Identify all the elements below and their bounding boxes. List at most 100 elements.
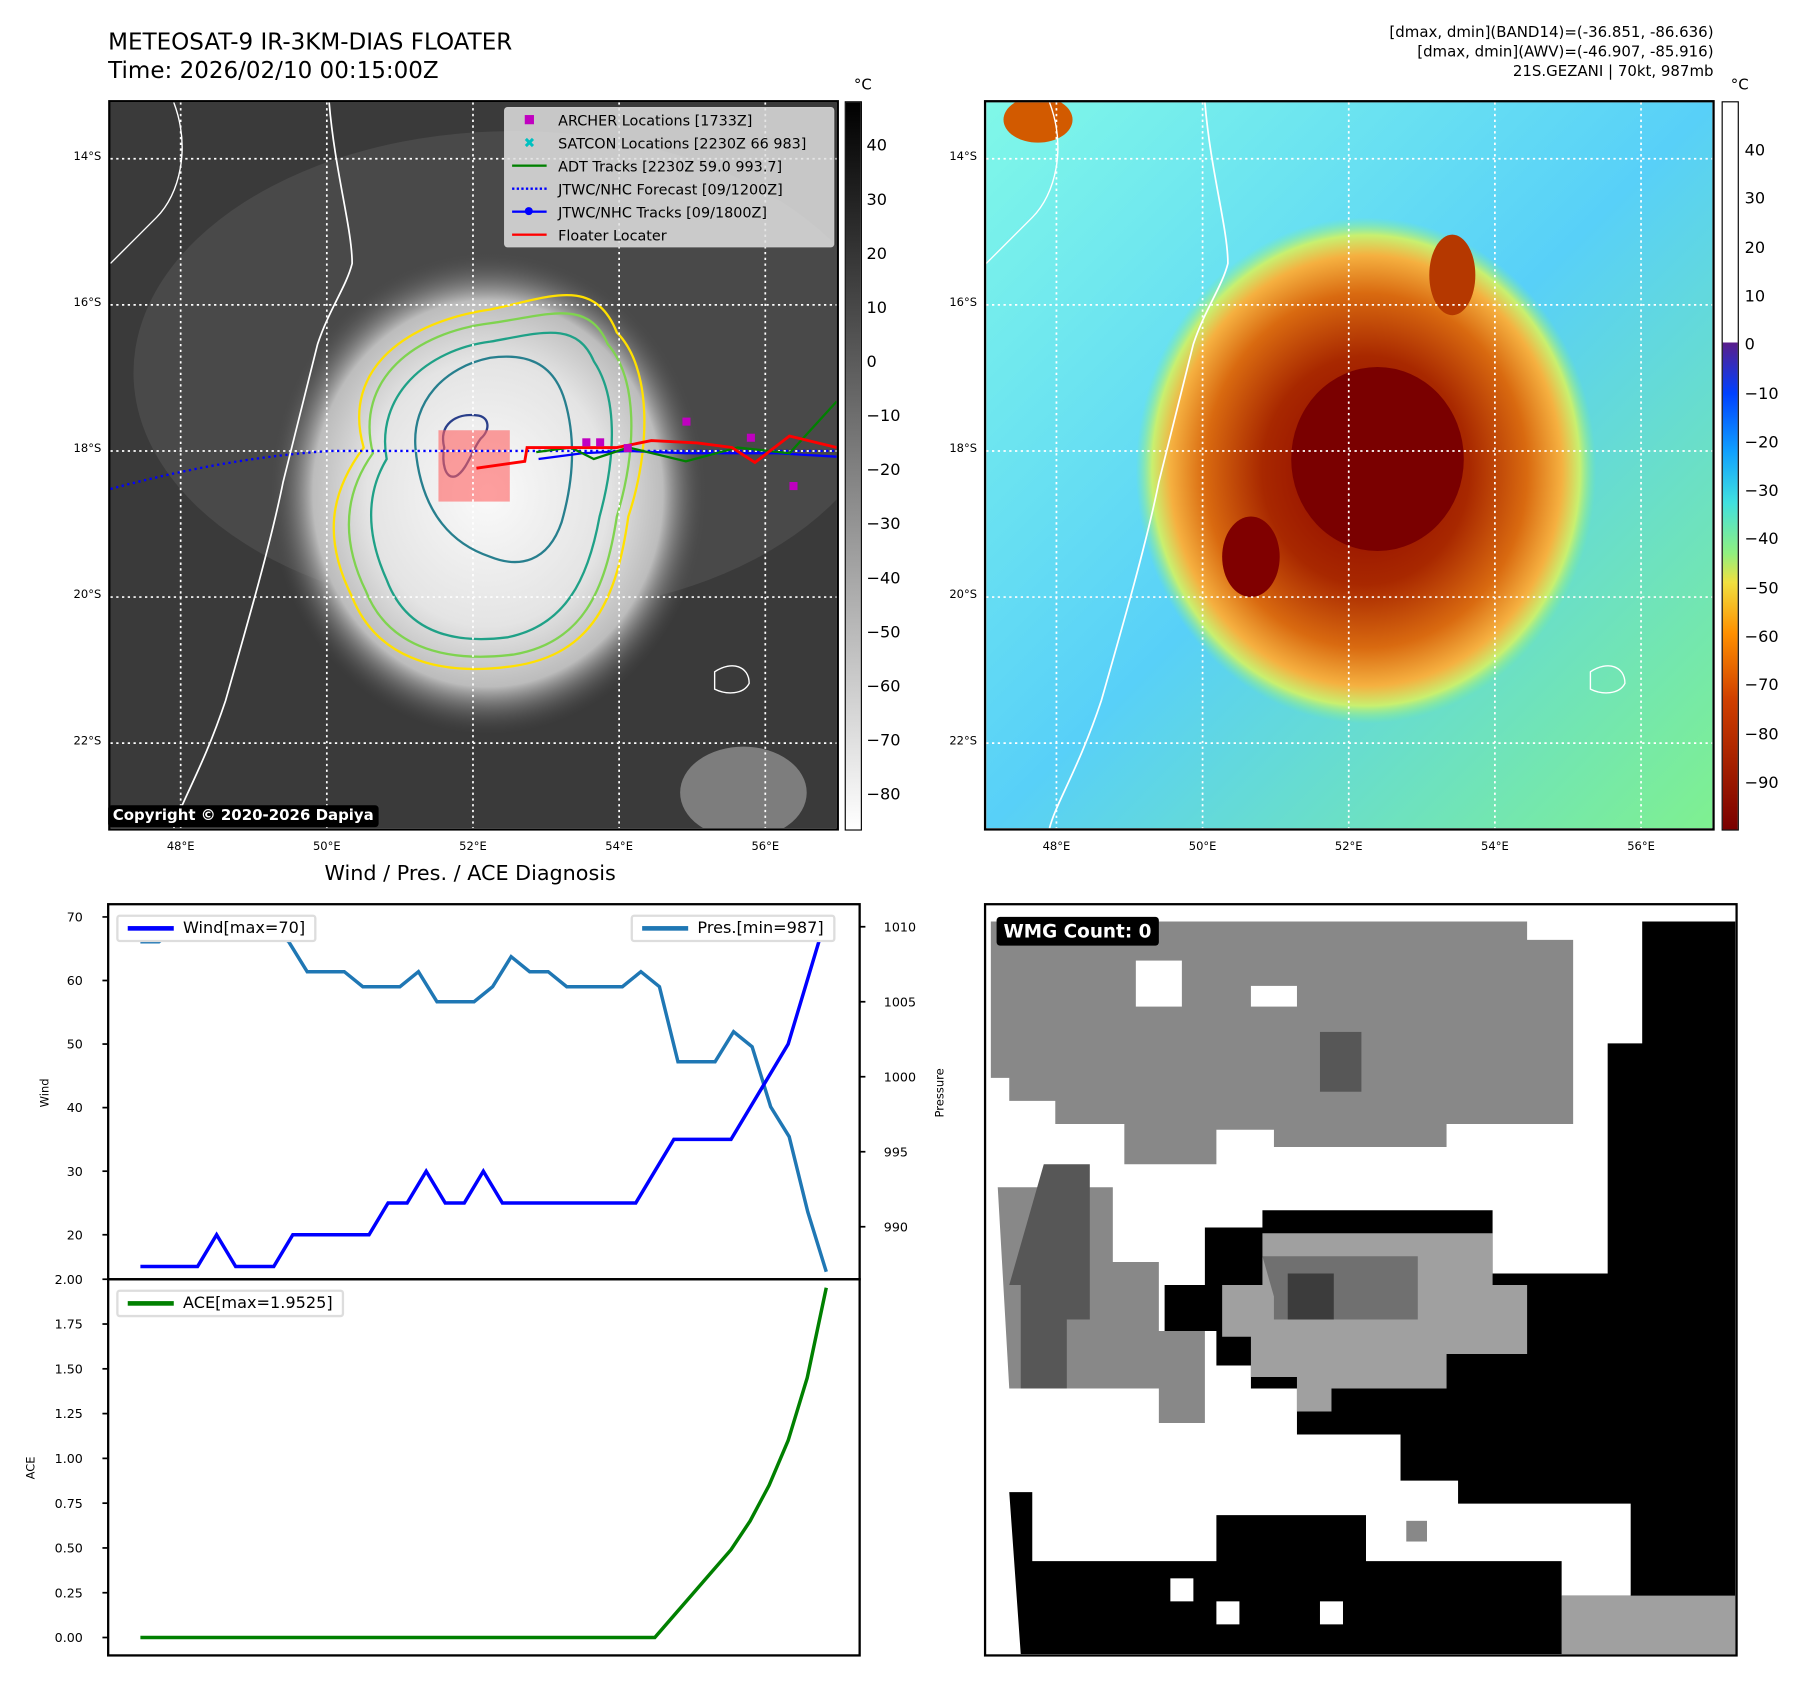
ir-lat-label: 22°S — [73, 735, 102, 748]
awv-colorbar — [1721, 101, 1739, 831]
wmg-lower-black — [1009, 1492, 1562, 1655]
ir-map-panel: ARCHER Locations [1733Z] ✖ SATCON Locatio… — [108, 100, 839, 831]
wind-series-line — [140, 916, 828, 1269]
ir-colorbar-tick: 10 — [866, 299, 888, 318]
ir-lat-label: 18°S — [73, 442, 102, 456]
ace-ytick: 0.00 — [55, 1630, 83, 1645]
pressure-legend-line-icon — [642, 926, 689, 931]
legend-jtwc-forecast: JTWC/NHC Forecast [09/1200Z] — [505, 177, 833, 200]
awv-colorbar-tick: 30 — [1744, 190, 1766, 209]
jtwc-forecast-track — [110, 449, 837, 491]
adt-track — [536, 400, 837, 463]
diagnosis-chart: 20 30 40 50 60 70 990 995 1000 1005 1010 0.00 0.25… — [24, 903, 947, 1657]
ace-ytick: 1.00 — [55, 1451, 83, 1466]
line-dot-icon — [510, 207, 549, 216]
awv-coastline-north — [986, 102, 1059, 264]
awv-colorbar-tick: −20 — [1744, 433, 1779, 452]
awv-colorbar-tick: −60 — [1744, 628, 1779, 647]
pressure-ytick: 1000 — [884, 1069, 916, 1084]
coastline — [172, 102, 354, 829]
awv-colorbar-tick: 0 — [1744, 336, 1755, 355]
wind-ytick: 30 — [67, 1164, 83, 1179]
ir-colorbar-tick: −40 — [866, 569, 901, 588]
ir-colorbar-tick: 40 — [866, 136, 888, 156]
ir-lon-label: 50°E — [312, 840, 341, 854]
ir-lon-label: 52°E — [459, 840, 487, 854]
pressure-series-line — [140, 924, 828, 1273]
ir-colorbar-tick: −20 — [866, 461, 901, 480]
awv-lat-label: 14°S — [949, 150, 978, 164]
pressure-ytick: 990 — [884, 1219, 908, 1234]
ace-ytick: 0.25 — [55, 1585, 83, 1600]
ir-lon-label: 56°E — [751, 840, 780, 854]
awv-map-panel — [983, 100, 1715, 831]
contour-31 — [332, 293, 646, 670]
ace-ytick: 1.75 — [55, 1317, 83, 1332]
awv-coastline — [1048, 102, 1229, 829]
ir-colorbar-tick: −60 — [866, 677, 901, 696]
ir-colorbar-unit: °C — [853, 77, 872, 95]
ir-colorbar-tick: −50 — [866, 623, 901, 642]
wmg-grid-image — [986, 905, 1736, 1655]
ace-axes-frame — [107, 1278, 861, 1657]
floater-track — [476, 434, 837, 470]
pressure-ytick: 1010 — [884, 919, 916, 934]
wind-ytick: 20 — [67, 1227, 83, 1242]
ace-ytick: 1.25 — [55, 1406, 83, 1421]
contour-42 — [347, 312, 633, 658]
ir-colorbar-tick: 30 — [866, 190, 888, 210]
ir-lon-label: 54°E — [605, 840, 633, 854]
awv-lat-label: 18°S — [949, 442, 978, 456]
copyright-badge: Copyright © 2020-2026 Dapiya — [108, 805, 379, 828]
x-marker-icon: ✖ — [523, 134, 536, 151]
awv-colorbar-tick: −50 — [1744, 579, 1779, 598]
awv-lat-label: 16°S — [949, 296, 978, 310]
band14-range: [dmax, dmin](BAND14)=(-36.851, -86.636) — [1389, 24, 1714, 42]
ir-colorbar-tick: 0 — [866, 353, 877, 372]
awv-colorbar-unit: °C — [1730, 77, 1749, 95]
ace-legend: ACE[max=1.9525] — [116, 1289, 345, 1318]
awv-lat-label: 20°S — [949, 589, 978, 602]
awv-lon-label: 48°E — [1042, 840, 1071, 854]
wind-legend: Wind[max=70] — [116, 914, 317, 943]
awv-colorbar-tick: 10 — [1744, 287, 1766, 306]
awv-colorbar-tick: −80 — [1744, 725, 1779, 744]
dotted-line-icon — [510, 187, 549, 190]
ir-colorbar-tick: −30 — [866, 515, 901, 534]
wind-legend-line-icon — [127, 926, 174, 931]
awv-lon-label: 54°E — [1481, 840, 1509, 854]
ir-lon-label: 48°E — [166, 840, 195, 854]
ace-legend-line-icon — [127, 1301, 174, 1306]
wind-ytick: 40 — [67, 1100, 83, 1115]
awv-colorbar-tick: −90 — [1744, 774, 1779, 793]
ir-lat-label: 16°S — [73, 296, 102, 310]
ir-gridlines — [110, 102, 837, 829]
awv-range: [dmax, dmin](AWV)=(-46.907, -85.916) — [1417, 43, 1714, 61]
ir-colorbar-tick: −70 — [866, 731, 901, 751]
ir-legend: ARCHER Locations [1733Z] ✖ SATCON Locatio… — [504, 106, 835, 248]
awv-island — [1589, 665, 1626, 694]
pressure-legend: Pres.[min=987] — [630, 914, 836, 943]
awv-lon-label: 52°E — [1334, 840, 1363, 854]
pressure-ytick: 995 — [884, 1144, 908, 1159]
figure-title: METEOSAT-9 IR-3KM-DIAS FLOATER Time: 202… — [108, 28, 512, 86]
wind-axes-frame — [107, 903, 861, 1281]
ace-ytick: 0.75 — [55, 1496, 83, 1511]
wind-ytick: 60 — [67, 973, 83, 988]
ace-axis-label: ACE — [24, 1456, 38, 1479]
ace-ytick: 2.00 — [55, 1272, 83, 1287]
ir-lat-label: 20°S — [73, 589, 102, 602]
awv-colorbar-tick: 20 — [1744, 238, 1766, 258]
ace-ytick: 0.50 — [55, 1541, 83, 1556]
awv-colorbar-tick: −70 — [1744, 676, 1779, 696]
legend-archer: ARCHER Locations [1733Z] — [505, 108, 833, 131]
square-marker-icon — [510, 115, 549, 125]
title-line-2: Time: 2026/02/10 00:15:00Z — [108, 56, 439, 84]
awv-lon-label: 50°E — [1188, 840, 1217, 854]
contour-54 — [369, 331, 614, 641]
solid-line-icon — [510, 164, 549, 167]
storm-summary: 21S.GEZANI | 70kt, 987mb — [1512, 63, 1714, 81]
pressure-ytick: 1005 — [884, 994, 916, 1009]
storm-info: [dmax, dmin](BAND14)=(-36.851, -86.636) … — [1389, 23, 1713, 82]
wind-ytick: 50 — [67, 1037, 83, 1052]
